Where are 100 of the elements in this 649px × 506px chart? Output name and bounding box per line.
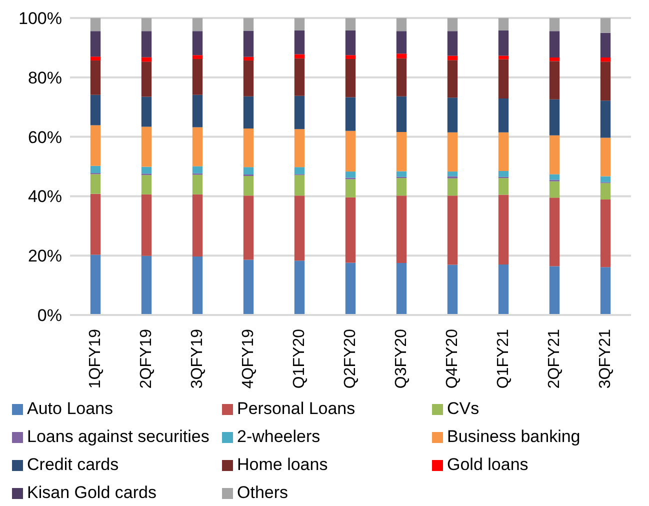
legend-label: 2-wheelers <box>237 427 320 447</box>
bar <box>294 260 305 315</box>
bar <box>396 31 407 54</box>
x-tick-label: 4QFY19 <box>240 328 257 389</box>
bar <box>141 194 152 256</box>
legend-label: Personal Loans <box>237 399 356 419</box>
bar <box>396 132 407 172</box>
bar <box>192 58 203 95</box>
bar <box>192 55 203 59</box>
bar <box>498 59 509 98</box>
bar <box>447 172 458 176</box>
bar <box>600 32 611 58</box>
bar <box>192 166 203 174</box>
bar <box>498 18 509 30</box>
bar <box>549 99 560 136</box>
bar <box>192 256 203 315</box>
bar <box>549 58 560 62</box>
bar <box>345 197 356 263</box>
bar <box>549 18 560 32</box>
bar <box>549 174 560 180</box>
bar <box>192 18 203 32</box>
bar <box>294 129 305 168</box>
bar <box>600 62 611 101</box>
bar <box>141 31 152 58</box>
bar <box>294 167 305 174</box>
bar <box>294 30 305 54</box>
x-tick-label: 3QFY19 <box>189 328 206 389</box>
bar <box>345 18 356 30</box>
legend-label: Business banking <box>447 427 580 447</box>
bar <box>345 30 356 56</box>
bar <box>90 18 101 32</box>
y-tick-label: 100% <box>18 9 62 28</box>
bar <box>345 130 356 172</box>
x-tick-label: Q1FY20 <box>291 328 308 389</box>
bar <box>498 30 509 56</box>
bar <box>396 196 407 264</box>
y-tick-label: 40% <box>28 187 62 206</box>
bar <box>243 56 254 60</box>
legend-label: Auto Loans <box>27 399 114 419</box>
bar <box>243 128 254 168</box>
bar <box>90 31 101 57</box>
bar <box>243 96 254 128</box>
legend-label: Gold loans <box>447 455 528 475</box>
bar <box>294 196 305 261</box>
x-tick-label: Q4FY20 <box>444 328 461 389</box>
bar <box>243 60 254 96</box>
bar <box>141 175 152 194</box>
bar <box>192 174 203 194</box>
bar <box>192 127 203 166</box>
legend-label: Kisan Gold cards <box>27 483 156 503</box>
bar <box>243 30 254 57</box>
bar <box>498 194 509 265</box>
bar <box>600 199 611 268</box>
bar <box>243 196 254 260</box>
bar <box>345 55 356 59</box>
bar <box>600 267 611 315</box>
y-tick-label: 20% <box>28 246 62 266</box>
bar <box>243 176 254 196</box>
bar <box>192 194 203 256</box>
bar <box>498 98 509 132</box>
legend-label: Loans against securities <box>27 427 210 447</box>
bar <box>243 167 254 175</box>
bar <box>192 31 203 56</box>
bar <box>141 126 152 167</box>
bar <box>90 60 101 95</box>
x-tick-label: 1QFY19 <box>87 328 104 389</box>
bar <box>396 171 407 177</box>
bar <box>345 97 356 131</box>
bar <box>345 58 356 98</box>
legend-label: Credit cards <box>27 455 119 475</box>
x-tick-label: Q3FY20 <box>393 328 410 389</box>
x-tick-label: Q2FY20 <box>342 328 359 389</box>
bar <box>447 196 458 265</box>
bar <box>447 98 458 132</box>
bar <box>600 58 611 62</box>
bar <box>243 18 254 31</box>
bar <box>141 62 152 97</box>
bar <box>498 132 509 171</box>
bar <box>345 179 356 198</box>
bar <box>447 132 458 172</box>
bar <box>600 100 611 138</box>
bar <box>549 198 560 266</box>
bar <box>90 94 101 126</box>
bar <box>396 178 407 196</box>
bar <box>396 263 407 315</box>
legend-label: Others <box>237 483 288 503</box>
bar <box>549 31 560 58</box>
bar <box>90 254 101 315</box>
bar <box>549 181 560 198</box>
bar <box>498 264 509 315</box>
bar <box>294 54 305 58</box>
y-tick-label: 0% <box>37 306 62 326</box>
bar <box>90 194 101 255</box>
bar <box>90 125 101 166</box>
bar <box>141 57 152 62</box>
y-tick-label: 60% <box>28 128 62 147</box>
bar <box>141 166 152 174</box>
bar <box>90 174 101 194</box>
legend-label: CVs <box>447 399 480 419</box>
bar <box>141 96 152 127</box>
